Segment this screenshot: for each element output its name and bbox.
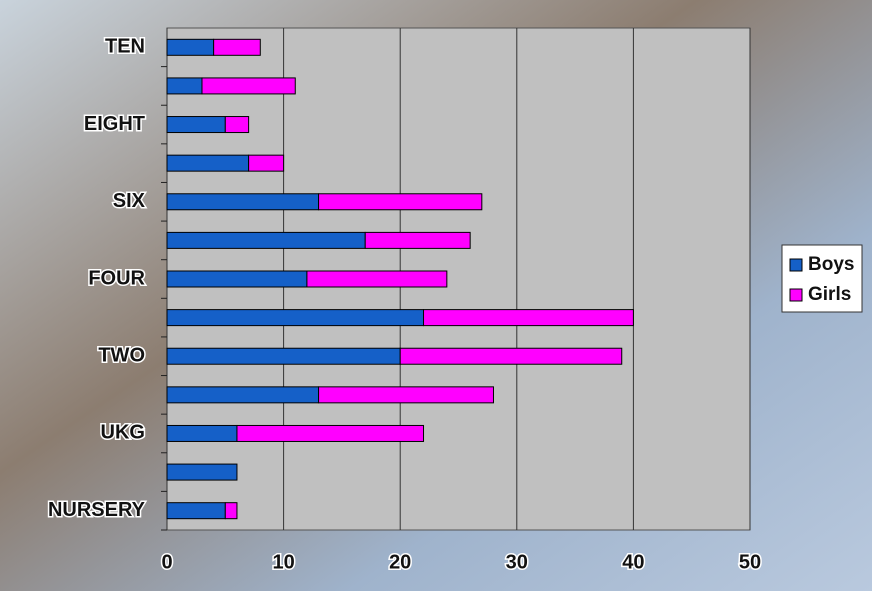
bar-segment [236,424,425,442]
bar-segment [166,347,401,365]
y-tick-label: FOUR [88,267,145,289]
bar-segment [166,116,226,134]
y-tick-label: EIGHT [84,113,145,135]
x-tick-label: 20 [389,551,411,573]
bar-segment [318,386,494,404]
legend-label: Boys [808,254,854,275]
bar-segment [166,270,308,288]
bar-segment [213,38,261,56]
bar-segment [224,502,238,520]
bar-segment [166,193,320,211]
y-tick-label: NURSERY [48,499,146,521]
bar-segment [364,231,471,249]
bar-segment [166,154,250,172]
y-tick-label: SIX [113,190,146,212]
x-tick-label: 40 [622,551,644,573]
bar-segment [224,116,250,134]
legend-label: Girls [808,284,851,305]
bar-segment [166,38,215,56]
bar-segment [318,193,483,211]
y-tick-label: UKG [101,422,145,444]
y-tick-label: TEN [105,36,145,58]
bar-segment [201,77,296,95]
y-tick-label: TWO [98,345,145,367]
legend-swatch [789,288,803,302]
bar-segment [399,347,623,365]
bar-segment [166,463,238,481]
bar-segment [306,270,448,288]
x-tick-label: 10 [272,551,294,573]
legend-swatch [789,258,803,272]
bar-segment [423,309,634,327]
bar-segment [166,77,203,95]
x-tick-label: 30 [506,551,528,573]
bar-segment [166,502,226,520]
bar-segment [166,424,238,442]
bar-segment [166,309,425,327]
x-tick-label: 50 [739,551,761,573]
bar-segment [166,231,366,249]
bar-segment [166,386,320,404]
bar-segment [248,154,285,172]
x-tick-label: 0 [161,551,172,573]
